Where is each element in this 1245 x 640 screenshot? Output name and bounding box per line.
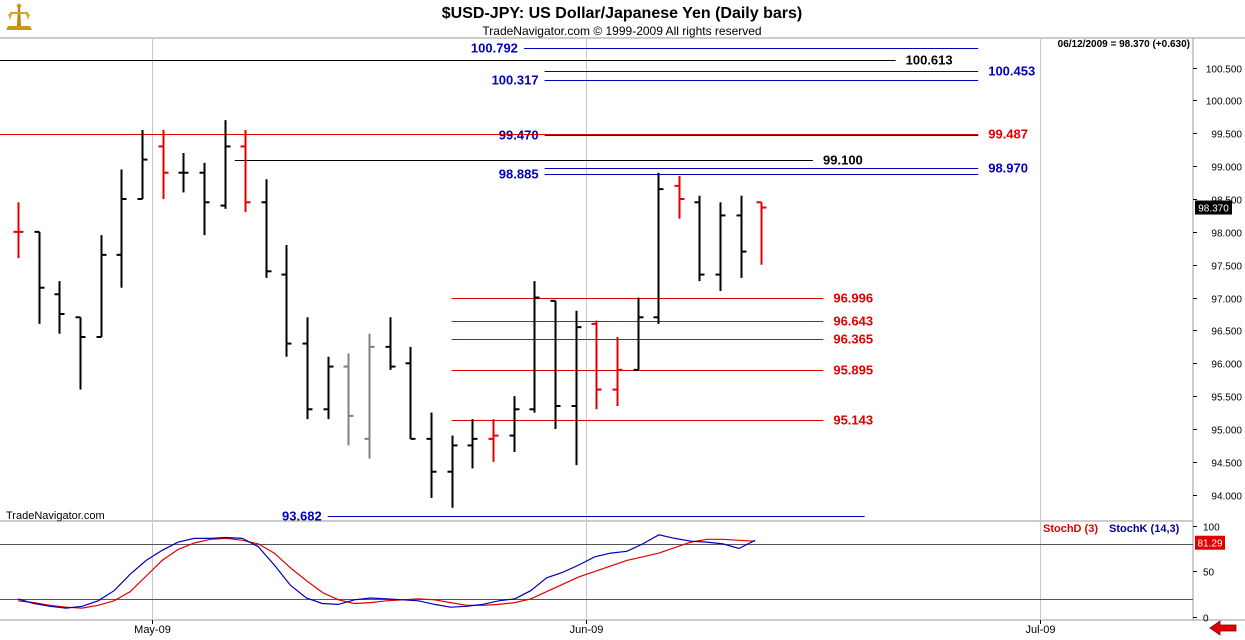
y-tick-label: 100.500 bbox=[1206, 65, 1243, 76]
y-tick-label: 97.000 bbox=[1211, 295, 1242, 306]
price-bar bbox=[75, 316, 86, 390]
y-tick-label: 99.000 bbox=[1211, 163, 1242, 174]
stoch-y-tick-label: 50 bbox=[1203, 568, 1215, 579]
scroll-right-arrow-icon[interactable] bbox=[1209, 620, 1237, 636]
chart-title: $USD-JPY: US Dollar/Japanese Yen (Daily … bbox=[442, 5, 802, 22]
y-tick-label: 100.000 bbox=[1206, 97, 1243, 108]
price-bar bbox=[612, 337, 623, 406]
price-bar bbox=[158, 130, 169, 199]
price-bar bbox=[447, 435, 458, 508]
price-bar bbox=[529, 281, 540, 413]
last-bar-readout: 06/12/2009 = 98.370 (+0.630) bbox=[1058, 39, 1190, 50]
y-tick-label: 96.500 bbox=[1211, 327, 1242, 338]
price-bar bbox=[34, 230, 45, 324]
time-axis: May-09 Jun-09 Jul-09 bbox=[134, 620, 1055, 636]
price-bar bbox=[199, 162, 210, 236]
price-bar bbox=[281, 245, 292, 357]
price-bar bbox=[467, 419, 478, 469]
y-tick-label: 98.000 bbox=[1211, 229, 1242, 240]
price-level-label: 99.100 bbox=[823, 153, 863, 168]
price-bar bbox=[96, 235, 107, 338]
price-level-label: 95.895 bbox=[833, 363, 873, 378]
y-tick-label: 94.000 bbox=[1211, 492, 1242, 503]
price-level-label: 100.792 bbox=[471, 41, 518, 56]
price-axis: 94.000 94.500 95.000 95.500 96.000 96.500 97.0… bbox=[1193, 65, 1242, 503]
price-bar bbox=[736, 195, 747, 278]
price-bar bbox=[694, 195, 705, 282]
y-tick-label: 95.000 bbox=[1211, 426, 1242, 437]
price-bar bbox=[715, 202, 726, 291]
stoch-value-label: 81.29 bbox=[1195, 535, 1225, 550]
price-level-label: 98.885 bbox=[499, 167, 539, 182]
legend-stoch-d: StochD (3) bbox=[1043, 523, 1098, 535]
svg-text:81.29: 81.29 bbox=[1197, 539, 1222, 550]
stoch-d-line bbox=[17, 537, 756, 609]
price-level-label: 96.643 bbox=[833, 314, 873, 329]
y-tick-label: 97.500 bbox=[1211, 262, 1242, 273]
price-bar bbox=[261, 179, 272, 278]
y-tick-label: 95.500 bbox=[1211, 393, 1242, 404]
price-bar bbox=[220, 120, 231, 209]
tradenavigator-logo bbox=[2, 2, 36, 36]
watermark: TradeNavigator.com bbox=[6, 510, 105, 522]
price-bar bbox=[488, 419, 499, 462]
price-bar bbox=[54, 281, 65, 334]
last-price-label: 98.370 bbox=[1195, 200, 1232, 215]
price-bar bbox=[13, 202, 24, 259]
price-level-label: 100.317 bbox=[492, 73, 539, 88]
price-level-label: 100.613 bbox=[906, 53, 953, 68]
y-tick-label: 96.000 bbox=[1211, 360, 1242, 371]
stoch-y-tick-label: 0 bbox=[1203, 614, 1209, 625]
price-bar bbox=[426, 412, 437, 498]
x-tick-label: May-09 bbox=[134, 624, 171, 636]
price-bar bbox=[343, 353, 354, 446]
x-tick-label: Jun-09 bbox=[570, 624, 604, 636]
price-bar bbox=[591, 320, 602, 410]
stoch-k-line bbox=[17, 534, 756, 609]
price-level-label: 95.143 bbox=[833, 413, 873, 428]
price-bar bbox=[137, 130, 148, 200]
price-bar bbox=[674, 176, 685, 219]
price-bar bbox=[550, 299, 561, 429]
price-bar bbox=[302, 317, 313, 420]
stochastic-panel: 0 50 100 81.29 bbox=[0, 523, 1225, 625]
price-bar bbox=[756, 201, 767, 265]
price-level-label: 96.996 bbox=[833, 291, 873, 306]
x-tick-label: Jul-09 bbox=[1026, 624, 1056, 636]
price-level-label: 96.365 bbox=[833, 332, 873, 347]
price-bar bbox=[385, 317, 396, 370]
stoch-y-tick-label: 100 bbox=[1203, 523, 1220, 534]
price-level-label: 99.487 bbox=[988, 127, 1028, 142]
price-bars bbox=[13, 120, 767, 508]
price-bar bbox=[405, 346, 416, 440]
price-bar bbox=[240, 130, 251, 213]
y-tick-label: 99.500 bbox=[1211, 130, 1242, 141]
price-bar bbox=[633, 297, 644, 371]
price-bar bbox=[323, 356, 334, 420]
price-level-label: 98.970 bbox=[988, 161, 1028, 176]
price-level-label: 93.682 bbox=[282, 509, 322, 524]
chart-subtitle: TradeNavigator.com © 1999-2009 All right… bbox=[482, 24, 761, 38]
price-bar bbox=[571, 310, 582, 466]
svg-text:98.370: 98.370 bbox=[1198, 204, 1229, 215]
price-bar bbox=[364, 333, 375, 459]
legend-stoch-k: StochK (14,3) bbox=[1109, 523, 1180, 535]
price-bar bbox=[116, 169, 127, 288]
price-bar bbox=[178, 153, 189, 193]
price-bar bbox=[653, 172, 664, 324]
price-bar bbox=[509, 396, 520, 452]
y-tick-label: 94.500 bbox=[1211, 459, 1242, 470]
price-level-label: 100.453 bbox=[988, 64, 1035, 79]
